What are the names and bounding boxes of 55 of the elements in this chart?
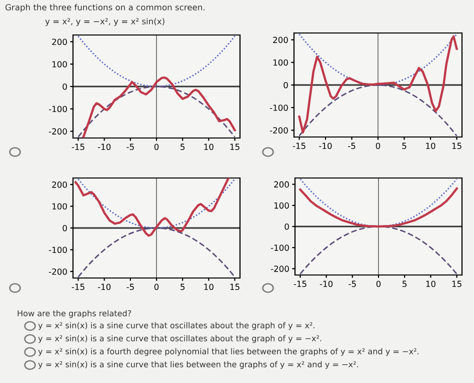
x-tick-label: 0 [376,142,380,150]
text: y = x² sin(x) is a sine curve that oscillates about the graph of y = −x². [38,335,322,343]
x-tick-label: 0 [154,144,159,150]
x-tick-label: 15 [452,280,462,288]
y-tick-label: -200 [270,127,288,134]
x-tick-label: -15 [72,284,84,290]
y-tick-label: -200 [48,268,67,275]
y-tick-label: -100 [48,106,67,112]
x-tick-label: 5 [180,284,185,290]
x-tick-label: -10 [98,144,111,150]
y-tick-label: 100 [274,202,289,209]
x-tick-label: 15 [452,142,462,150]
y-tick-label: 100 [52,203,67,210]
chart-title: Graph the three functions on a common screen. [5,4,204,12]
x-tick-label: 5 [402,142,406,150]
text: y = x² sin(x) is a sine curve that lies between the graphs of y = x² and y = −x². [38,361,358,369]
x-tick-label: 10 [426,280,436,288]
x-tick-label: 0 [376,280,381,288]
x-tick-label: 15 [230,284,240,290]
y-tick-label: 100 [273,59,288,66]
y-tick-label: -100 [270,104,288,111]
y-tick-label: -200 [270,266,289,272]
x-tick-label: 5 [180,144,185,150]
text: y = x² sin(x) is a sine curve that oscillates about the graph of y = x². [38,322,314,330]
x-tick-label: -15 [292,142,306,150]
text: How are the graphs related? [18,310,132,318]
x-tick-label: -5 [348,142,356,150]
text: y = x² sin(x) is a fourth degree polynomial that lies between the graphs of y = x² and y = −x². [38,348,418,356]
y-tick-label: 0 [62,224,67,232]
x-tick-label: 5 [402,280,407,288]
x-tick-label: -15 [72,144,84,150]
x-tick-label: -10 [320,280,333,288]
x-tick-label: 10 [426,142,436,150]
chart-subtitle: y = x², y = −x², y = x² sin(x) [45,18,164,26]
y-tick-label: 100 [52,61,67,68]
y-tick-label: 0 [284,223,289,230]
y-tick-label: -100 [270,244,289,251]
x-tick-label: -10 [98,284,111,290]
x-tick-label: 0 [154,284,159,290]
x-tick-label: -10 [319,142,332,150]
y-tick-label: -100 [48,246,67,254]
x-tick-label: 10 [204,144,214,150]
y-tick-label: 0 [62,83,67,90]
y-tick-label: 200 [52,182,67,188]
y-tick-label: 200 [274,181,289,188]
y-tick-label: 200 [52,38,67,45]
x-tick-label: -5 [126,144,134,150]
y-tick-label: 0 [284,82,288,88]
x-tick-label: -5 [348,280,356,288]
y-tick-label: 200 [273,36,288,44]
x-tick-label: 10 [204,284,214,290]
x-tick-label: -15 [294,280,306,288]
x-tick-label: 15 [230,144,240,150]
y-tick-label: -200 [48,128,67,135]
x-tick-label: -5 [126,284,134,290]
